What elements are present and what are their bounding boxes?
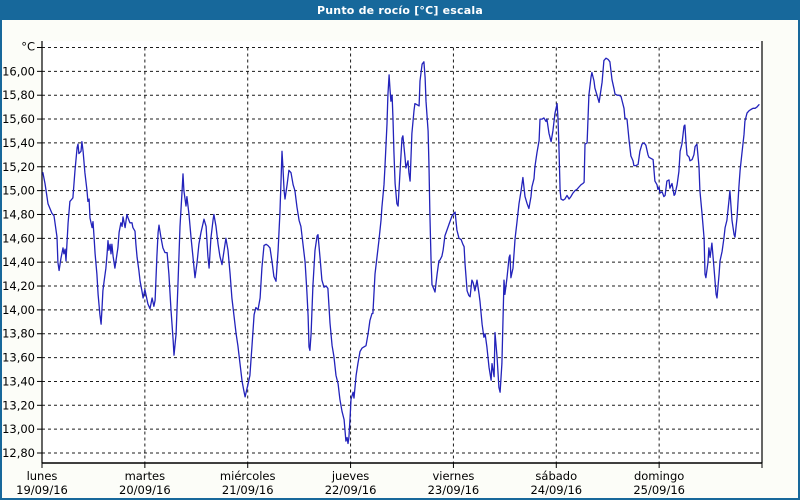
dew-point-line-chart: 16,00 15,80 15,60 15,40 15,20 15,00 14,80 14,60… — [2, 40, 763, 497]
y-tick-label: 12,80 — [2, 446, 35, 460]
y-tick-label: 15,40 — [2, 136, 35, 150]
x-date-label: 19/09/16 — [16, 483, 68, 497]
plot-area — [42, 41, 762, 463]
x-day-label: miércoles — [220, 469, 276, 483]
x-date-label: 20/09/16 — [119, 483, 171, 497]
y-tick-label: 14,40 — [2, 255, 35, 269]
x-day-label: sábado — [535, 469, 577, 483]
y-tick-label: 13,20 — [2, 398, 35, 412]
x-date-label: 21/09/16 — [222, 483, 274, 497]
y-tick-label: 15,00 — [2, 184, 35, 198]
y-tick-label: 13,00 — [2, 422, 35, 436]
x-date-label: 24/09/16 — [530, 483, 582, 497]
y-tick-label: 14,60 — [2, 231, 35, 245]
y-tick-label: 14,00 — [2, 303, 35, 317]
window-titlebar: Punto de rocío [°C] escala — [2, 2, 798, 20]
dew-point-series-line — [42, 57, 760, 445]
y-tick-label: 14,20 — [2, 279, 35, 293]
y-tick-label: 15,80 — [2, 88, 35, 102]
y-axis-unit-label: °C — [21, 40, 35, 54]
x-date-label: 25/09/16 — [633, 483, 685, 497]
x-day-label: viernes — [432, 469, 474, 483]
y-tick-label: 13,80 — [2, 327, 35, 341]
y-tick-label: 13,40 — [2, 374, 35, 388]
x-day-label: martes — [125, 469, 166, 483]
y-tick-label: 16,00 — [2, 64, 35, 78]
y-tick-label: 13,60 — [2, 351, 35, 365]
y-tick-label: 14,80 — [2, 207, 35, 221]
y-tick-label: 15,20 — [2, 160, 35, 174]
y-tick-label: 15,60 — [2, 112, 35, 126]
chart-title: Punto de rocío [°C] escala — [317, 4, 483, 17]
x-day-label: domingo — [634, 469, 684, 483]
x-date-label: 23/09/16 — [428, 483, 480, 497]
x-date-label: 22/09/16 — [325, 483, 377, 497]
x-day-label: lunes — [27, 469, 58, 483]
x-day-label: jueves — [331, 469, 369, 483]
